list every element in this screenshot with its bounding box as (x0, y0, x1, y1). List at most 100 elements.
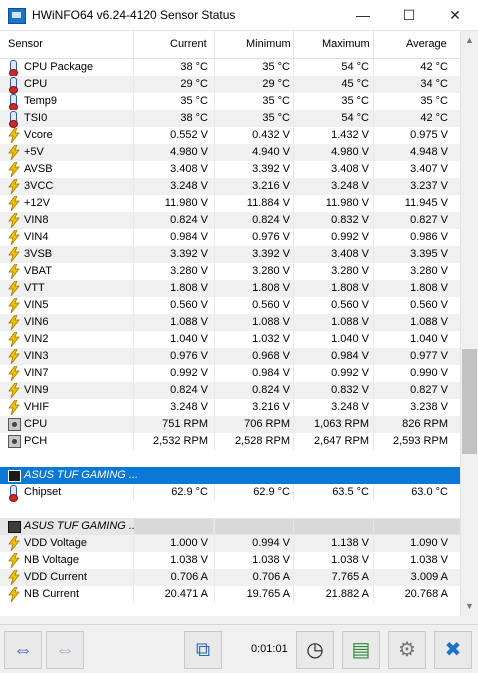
minimum-value: 0.968 V (252, 350, 290, 362)
network-icon[interactable]: ⧉ (184, 631, 222, 669)
maximum-value: 4.980 V (331, 146, 369, 158)
gear-icon[interactable]: ⚙ (388, 631, 426, 669)
average-value: 0.975 V (410, 129, 448, 141)
minimize-button[interactable]: — (356, 7, 370, 23)
maximum-value: 3.248 V (331, 180, 369, 192)
sensor-name: NB Current (24, 588, 80, 600)
table-row[interactable]: VTT 1.808 V 1.808 V 1.808 V 1.808 V (0, 280, 460, 297)
sensor-group-header[interactable]: ASUS TUF GAMING ... (0, 467, 460, 484)
voltage-bolt-icon (7, 127, 21, 144)
sensor-name: 3VCC (24, 180, 54, 192)
table-row[interactable]: VDD Current 0.706 A 0.706 A 7.765 A 3.009 A (0, 569, 460, 586)
minimum-value: 1.088 V (252, 316, 290, 328)
header-maximum[interactable]: Maximum (322, 38, 370, 50)
table-row[interactable]: VIN4 0.984 V 0.976 V 0.992 V 0.986 V (0, 229, 460, 246)
table-row[interactable]: Vcore 0.552 V 0.432 V 1.432 V 0.975 V (0, 127, 460, 144)
close-button[interactable]: ✕ (449, 7, 461, 23)
clock-icon[interactable]: ◷ (296, 631, 334, 669)
vertical-scrollbar[interactable]: ▲ ▼ (460, 31, 478, 616)
minimum-value: 706 RPM (244, 418, 290, 430)
sensor-name: VDD Current (24, 571, 87, 583)
current-value: 1.038 V (170, 554, 208, 566)
table-row[interactable]: VIN2 1.040 V 1.032 V 1.040 V 1.040 V (0, 331, 460, 348)
sensor-name: VIN2 (24, 333, 49, 345)
average-value: 63.0 °C (411, 486, 448, 498)
table-row[interactable]: NB Voltage 1.038 V 1.038 V 1.038 V 1.038 V (0, 552, 460, 569)
table-row[interactable]: VIN9 0.824 V 0.824 V 0.832 V 0.827 V (0, 382, 460, 399)
sensor-name: CPU (24, 78, 48, 90)
sensor-group-header[interactable]: ASUS TUF GAMING ... (0, 518, 460, 535)
thermometer-icon (9, 60, 18, 77)
average-value: 34 °C (420, 78, 448, 90)
maximum-value: 35 °C (341, 95, 369, 107)
maximum-value: 0.832 V (331, 384, 369, 396)
average-value: 1.090 V (410, 537, 448, 549)
current-value: 0.984 V (170, 231, 208, 243)
table-row[interactable]: CPU 29 °C 29 °C 45 °C 34 °C (0, 76, 460, 94)
sensor-table[interactable]: Sensor Current Minimum Maximum Average C… (0, 31, 460, 616)
header-average[interactable]: Average (406, 38, 447, 50)
average-value: 3.407 V (410, 163, 448, 175)
table-row[interactable]: Chipset 62.9 °C 62.9 °C 63.5 °C 63.0 °C (0, 484, 460, 502)
average-value: 0.827 V (410, 384, 448, 396)
sensor-name: VHIF (24, 401, 50, 413)
log-add-icon[interactable]: ▤ (342, 631, 380, 669)
current-value: 2,532 RPM (152, 435, 208, 447)
table-row[interactable]: +5V 4.980 V 4.940 V 4.980 V 4.948 V (0, 144, 460, 161)
average-value: 1.040 V (410, 333, 448, 345)
table-row[interactable]: VDD Voltage 1.000 V 0.994 V 1.138 V 1.090 V (0, 535, 460, 552)
sensor-name: +5V (24, 146, 44, 158)
current-value: 38 °C (180, 112, 208, 124)
maximum-value: 0.992 V (331, 367, 369, 379)
current-value: 0.976 V (170, 350, 208, 362)
header-current[interactable]: Current (170, 38, 207, 50)
sensor-name: Vcore (24, 129, 53, 141)
table-row[interactable]: VIN6 1.088 V 1.088 V 1.088 V 1.088 V (0, 314, 460, 331)
table-row[interactable]: VBAT 3.280 V 3.280 V 3.280 V 3.280 V (0, 263, 460, 280)
thermometer-icon (9, 485, 18, 502)
table-row[interactable]: AVSB 3.408 V 3.392 V 3.408 V 3.407 V (0, 161, 460, 178)
scroll-up-arrow[interactable]: ▲ (465, 35, 474, 45)
minimum-value: 1.038 V (252, 554, 290, 566)
average-value: 11.945 V (404, 197, 448, 209)
voltage-bolt-icon (7, 399, 21, 416)
close-icon[interactable]: ✖ (434, 631, 472, 669)
minimum-value: 0.432 V (252, 129, 290, 141)
minimum-value: 35 °C (262, 95, 290, 107)
table-row[interactable]: VIN5 0.560 V 0.560 V 0.560 V 0.560 V (0, 297, 460, 314)
table-row[interactable]: NB Current 20.471 A 19.765 A 21.882 A 20.768… (0, 586, 460, 603)
average-value: 0.827 V (410, 214, 448, 226)
table-row[interactable]: VHIF 3.248 V 3.216 V 3.248 V 3.238 V (0, 399, 460, 416)
table-row[interactable]: 3VSB 3.392 V 3.392 V 3.408 V 3.395 V (0, 246, 460, 263)
horizontal-scrollbar[interactable] (0, 616, 478, 624)
table-row[interactable]: Temp9 35 °C 35 °C 35 °C 35 °C (0, 93, 460, 111)
table-row[interactable]: 3VCC 3.248 V 3.216 V 3.248 V 3.237 V (0, 178, 460, 195)
table-row[interactable]: CPU Package 38 °C 35 °C 54 °C 42 °C (0, 59, 460, 77)
title-bar: HWiNFO64 v6.24-4120 Sensor Status — ☐ ✕ (0, 0, 478, 31)
voltage-bolt-icon (7, 178, 21, 195)
header-sensor[interactable]: Sensor (8, 38, 43, 50)
table-row[interactable]: VIN8 0.824 V 0.824 V 0.832 V 0.827 V (0, 212, 460, 229)
table-row[interactable]: CPU 751 RPM 706 RPM 1,063 RPM 826 RPM (0, 416, 460, 433)
sensor-name: VIN7 (24, 367, 49, 379)
maximize-button[interactable]: ☐ (402, 7, 416, 23)
current-value: 62.9 °C (171, 486, 208, 498)
header-minimum[interactable]: Minimum (246, 38, 291, 50)
current-value: 0.560 V (170, 299, 208, 311)
minimum-value: 29 °C (262, 78, 290, 90)
thermometer-icon (9, 94, 18, 111)
table-row[interactable]: VIN3 0.976 V 0.968 V 0.984 V 0.977 V (0, 348, 460, 365)
table-row[interactable]: +12V 11.980 V 11.884 V 11.980 V 11.945 V (0, 195, 460, 212)
scroll-down-arrow[interactable]: ▼ (465, 601, 474, 611)
table-row[interactable]: PCH 2,532 RPM 2,528 RPM 2,647 RPM 2,593 RPM (0, 433, 460, 450)
scroll-thumb[interactable] (462, 349, 477, 454)
expand-arrows-icon[interactable]: ⇔ (4, 631, 42, 669)
thermometer-icon (9, 77, 18, 94)
table-row[interactable]: VIN7 0.992 V 0.984 V 0.992 V 0.990 V (0, 365, 460, 382)
collapse-arrows-icon[interactable]: ⇔ (46, 631, 84, 669)
minimum-value: 19.765 A (246, 588, 290, 600)
app-icon (8, 8, 26, 24)
current-value: 1.040 V (170, 333, 208, 345)
maximum-value: 1.138 V (331, 537, 369, 549)
table-row[interactable]: TSI0 38 °C 35 °C 54 °C 42 °C (0, 110, 460, 128)
